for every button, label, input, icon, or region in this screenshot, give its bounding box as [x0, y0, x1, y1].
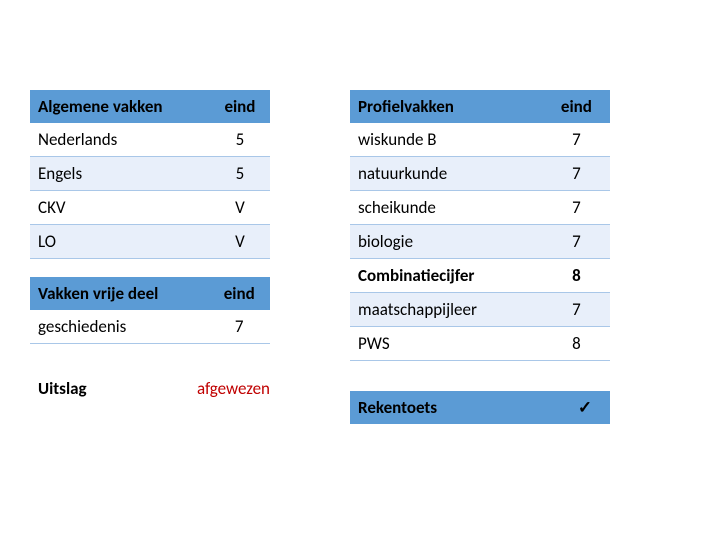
- profiel-header-eind: eind: [543, 90, 610, 123]
- uitslag-label: Uitslag: [30, 378, 179, 399]
- subject-value: 7: [208, 310, 270, 344]
- table-row: natuurkunde 7: [350, 157, 610, 191]
- table-row: biologie 7: [350, 225, 610, 259]
- table-row: wiskunde B 7: [350, 123, 610, 157]
- subject-value: 8: [543, 327, 610, 361]
- subject-label: maatschappijleer: [350, 293, 543, 327]
- rekentoets-row: Rekentoets ✓: [350, 391, 610, 424]
- table-row: Engels 5: [30, 157, 270, 191]
- table-row: Combinatiecijfer 8: [350, 259, 610, 293]
- subject-label: Combinatiecijfer: [350, 259, 543, 293]
- table-profielvakken: Profielvakken eind wiskunde B 7 natuurku…: [350, 90, 610, 361]
- profiel-header-subject: Profielvakken: [350, 90, 543, 123]
- subject-value: 5: [210, 157, 270, 191]
- vrije-header-subject: Vakken vrije deel: [30, 277, 208, 310]
- rekentoets-label: Rekentoets: [350, 391, 560, 424]
- left-column: Algemene vakken eind Nederlands 5 Engels…: [30, 90, 270, 424]
- subject-label: Engels: [30, 157, 210, 191]
- subject-label: geschiedenis: [30, 310, 208, 344]
- subject-value: 7: [543, 293, 610, 327]
- subject-label: biologie: [350, 225, 543, 259]
- table-algemene-vakken: Algemene vakken eind Nederlands 5 Engels…: [30, 90, 270, 259]
- vrije-header-eind: eind: [208, 277, 270, 310]
- table-row: LO V: [30, 225, 270, 259]
- table-vrije-deel: Vakken vrije deel eind geschiedenis 7: [30, 277, 270, 344]
- subject-value: 7: [543, 157, 610, 191]
- uitslag-value: afgewezen: [179, 378, 270, 399]
- rekentoets-check-icon: ✓: [560, 391, 610, 424]
- subject-label: LO: [30, 225, 210, 259]
- subject-label: wiskunde B: [350, 123, 543, 157]
- table-row: maatschappijleer 7: [350, 293, 610, 327]
- alg-header-eind: eind: [210, 90, 270, 123]
- alg-header-subject: Algemene vakken: [30, 90, 210, 123]
- subject-label: PWS: [350, 327, 543, 361]
- subject-label: CKV: [30, 191, 210, 225]
- subject-value: V: [210, 225, 270, 259]
- table-row: Nederlands 5: [30, 123, 270, 157]
- subject-label: scheikunde: [350, 191, 543, 225]
- subject-value: 8: [543, 259, 610, 293]
- subject-label: natuurkunde: [350, 157, 543, 191]
- table-row: PWS 8: [350, 327, 610, 361]
- subject-value: V: [210, 191, 270, 225]
- subject-label: Nederlands: [30, 123, 210, 157]
- table-row: scheikunde 7: [350, 191, 610, 225]
- subject-value: 7: [543, 191, 610, 225]
- table-row: geschiedenis 7: [30, 310, 270, 344]
- uitslag-row: Uitslag afgewezen: [30, 378, 270, 399]
- subject-value: 7: [543, 225, 610, 259]
- subject-value: 5: [210, 123, 270, 157]
- subject-value: 7: [543, 123, 610, 157]
- table-row: CKV V: [30, 191, 270, 225]
- right-column: Profielvakken eind wiskunde B 7 natuurku…: [350, 90, 610, 424]
